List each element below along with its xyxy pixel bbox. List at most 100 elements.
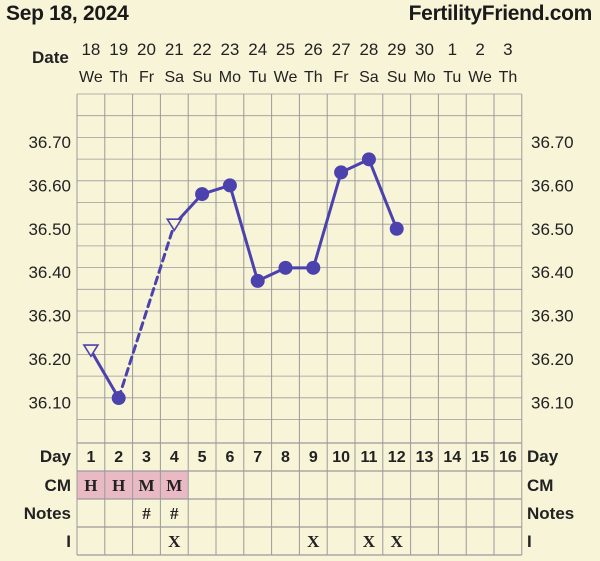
intercourse-row-label-right: I [527, 532, 532, 551]
date-label: 24 [248, 40, 267, 59]
temperature-line [311, 170, 343, 270]
cm-cell-highlight [104, 471, 133, 499]
intercourse-marker: X [307, 532, 320, 551]
date-label: 22 [193, 40, 212, 59]
temperature-points [82, 152, 404, 406]
notes-row-label-right: Notes [527, 504, 574, 523]
site-name[interactable]: FertilityFriend.com [408, 2, 593, 25]
cycle-day: 6 [225, 449, 234, 466]
temperature-line [89, 348, 121, 400]
intercourse-marker: X [363, 532, 376, 551]
weekday-label: Su [192, 69, 212, 86]
y-tick-left: 36.70 [28, 133, 71, 152]
weekday-label: Sa [165, 69, 185, 86]
y-tick-left: 36.40 [28, 263, 71, 282]
cm-value: H [84, 476, 97, 495]
day-row-label-right: Day [527, 447, 559, 466]
y-tick-right: 36.10 [531, 393, 574, 412]
cm-value: M [166, 476, 182, 495]
weekday-label: Su [387, 69, 407, 86]
date-label: 21 [165, 40, 184, 59]
cycle-day: 15 [471, 449, 489, 466]
weekday-label: We [79, 69, 103, 86]
temperature-point [222, 178, 237, 193]
weekday-label: Th [499, 69, 518, 86]
temperature-point-open [82, 344, 100, 358]
weekday-label: Th [304, 69, 323, 86]
date-label: 19 [109, 40, 128, 59]
date-label: 25 [276, 40, 295, 59]
date-label: 1 [448, 40, 457, 59]
temperature-point-open [165, 218, 183, 232]
notes-row-label-left: Notes [24, 504, 71, 523]
weekday-label: Mo [413, 69, 435, 86]
notes-marker: # [142, 504, 151, 523]
cm-value: M [138, 476, 154, 495]
chart-grid [76, 93, 523, 556]
date-label: 29 [387, 40, 406, 59]
date-label: 20 [137, 40, 156, 59]
weekday-label: Tu [249, 69, 267, 86]
y-tick-right: 36.30 [531, 307, 574, 326]
temperature-point [278, 260, 293, 275]
cm-row-label-left: CM [45, 476, 71, 495]
weekday-label: Th [109, 69, 128, 86]
date-label: 3 [503, 40, 512, 59]
weekday-label: Tu [443, 69, 461, 86]
cm-value: H [112, 476, 125, 495]
date-label: 18 [81, 40, 100, 59]
cm-row-label-right: CM [527, 476, 553, 495]
y-tick-right: 36.20 [531, 350, 574, 369]
chart-date: Sep 18, 2024 [6, 2, 129, 25]
intercourse-marker: X [391, 532, 404, 551]
cycle-day: 16 [499, 449, 517, 466]
cycle-day: 10 [332, 449, 350, 466]
temperature-point [250, 273, 265, 288]
y-tick-left: 36.60 [28, 176, 71, 195]
y-tick-left: 36.20 [28, 350, 71, 369]
y-tick-left: 36.30 [28, 307, 71, 326]
temperature-line [228, 183, 260, 283]
weekday-label: We [274, 69, 298, 86]
cycle-day: 8 [281, 449, 290, 466]
cycle-day: 3 [142, 449, 151, 466]
y-tick-right: 36.50 [531, 220, 574, 239]
intercourse-marker: X [168, 532, 181, 551]
cycle-day: 7 [253, 449, 262, 466]
temperature-point [389, 221, 404, 236]
cm-cell-highlight [132, 471, 161, 499]
notes-marker: # [170, 504, 179, 523]
temperature-point [334, 165, 349, 180]
cycle-day: 2 [114, 449, 123, 466]
date-label: 23 [220, 40, 239, 59]
temperature-line [367, 157, 399, 231]
y-tick-right: 36.70 [531, 133, 574, 152]
date-label: 30 [415, 40, 434, 59]
temperature-line-dashed [117, 222, 176, 400]
date-label: 27 [332, 40, 351, 59]
date-label: 2 [475, 40, 484, 59]
temperature-point [195, 187, 210, 202]
cycle-day: 11 [360, 449, 377, 466]
y-tick-left: 36.50 [28, 220, 71, 239]
temperature-point [306, 260, 321, 275]
y-tick-right: 36.40 [531, 263, 574, 282]
cycle-day: 14 [443, 449, 461, 466]
date-label: 26 [304, 40, 323, 59]
date-row-label: Date [32, 48, 69, 67]
weekday-label: Sa [359, 69, 379, 86]
cycle-day: 1 [86, 449, 95, 466]
weekday-label: Mo [219, 69, 241, 86]
temperature-point [361, 152, 376, 167]
weekday-label: Fr [139, 69, 155, 86]
cycle-day: 13 [416, 449, 434, 466]
temperature-point [111, 391, 126, 406]
day-row-label-left: Day [40, 447, 72, 466]
cycle-day: 12 [388, 449, 406, 466]
cm-cell-highlight [160, 471, 189, 499]
cycle-day: 5 [198, 449, 207, 466]
chart-labels: 18 19 20 21 22 23 24 25 26 27 28 29 30 1 2 3We Th Fr Sa Su M… [24, 40, 574, 551]
intercourse-row-label-left: I [66, 532, 71, 551]
y-tick-left: 36.10 [28, 393, 71, 412]
